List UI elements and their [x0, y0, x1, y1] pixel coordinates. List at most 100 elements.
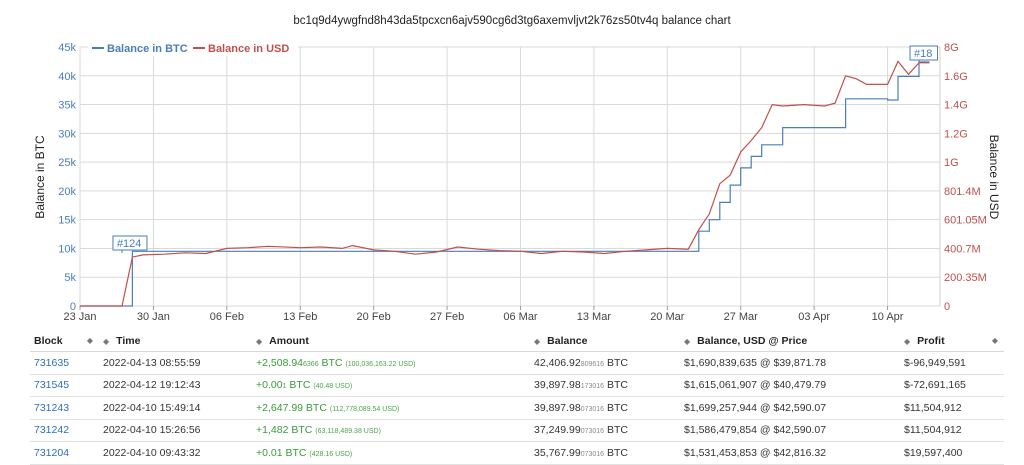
time-cell: 2022-04-12 19:12:43: [99, 374, 252, 397]
time-cell: 2022-04-10 15:26:56: [99, 419, 252, 442]
table-row[interactable]: 731242 2022-04-10 15:26:56 +1,482 BTC (63,…: [30, 419, 1004, 442]
balance-unit: BTC: [604, 401, 628, 414]
profit-cell: $19,597,400: [900, 441, 1004, 465]
table-row[interactable]: 731545 2022-04-12 19:12:43 +0.001 BTC (40.…: [30, 374, 1004, 397]
legend-entry[interactable]: Balance in BTC: [107, 43, 188, 55]
y-right-tick-label: 801.4M: [944, 186, 981, 198]
amount-unit: BTC: [303, 401, 327, 414]
balance-cell: 39,897.98073016 BTC: [530, 396, 680, 420]
y-left-tick-label: 25k: [58, 157, 76, 169]
balance-value: 39,897.98: [534, 379, 581, 392]
balance-usd-cell: $1,699,257,944 @ $42,590.07: [680, 396, 900, 420]
amount-value: +1,482: [256, 424, 289, 437]
y-axis-left-label: Balance in BTC: [33, 135, 47, 219]
annotation-box: [909, 45, 939, 61]
amount-usd: (112,778,089.54 USD): [329, 405, 400, 413]
x-tick-label: 20 Mar: [650, 311, 685, 323]
table-row[interactable]: 731243 2022-04-10 15:49:14 +2,647.99 BTC (…: [30, 396, 1004, 420]
block-link-cell: 731242: [30, 419, 99, 442]
amount-small-digits: 6366: [303, 360, 319, 368]
col-amount[interactable]: ◆ Amount: [252, 331, 530, 352]
sort-icon[interactable]: ◆: [256, 337, 263, 346]
amount-unit: BTC: [288, 424, 313, 437]
annotation-flag[interactable]: #18: [909, 45, 939, 62]
y-right-tick-label: 8G: [944, 42, 959, 54]
y-right-tick-label: 1G: [944, 157, 959, 169]
sort-icon[interactable]: ◆: [86, 336, 93, 345]
amount-value: +0.01: [256, 446, 283, 459]
table-row[interactable]: 731204 2022-04-10 09:43:32 +0.01 BTC (428.…: [30, 441, 1004, 465]
balance-unit: BTC: [604, 424, 628, 437]
balance-usd-cell: $1,531,453,853 @ $42,816.32: [680, 441, 900, 465]
plot-area: [79, 46, 941, 307]
x-tick-label: 06 Mar: [503, 311, 538, 323]
amount-value: +0.00: [256, 379, 283, 392]
y-left-tick-label: 35k: [58, 100, 76, 112]
col-profit[interactable]: ◆ Profit ◆: [900, 331, 1004, 352]
y-right-tick-label: 1.4G: [944, 100, 968, 112]
balance-unit: BTC: [604, 356, 628, 369]
amount-cell: +0.01 BTC (428.16 USD): [252, 441, 530, 465]
amount-cell: +2,508.946366 BTC (100,036,163.22 USD): [252, 351, 530, 375]
y-left-tick-label: 20k: [58, 186, 76, 198]
sort-icon[interactable]: ◆: [904, 337, 911, 346]
balance-value: 42,406.92: [534, 356, 581, 369]
x-tick-label: 13 Mar: [577, 311, 612, 323]
balance-value: 39,897.98: [534, 401, 581, 414]
col-block[interactable]: Block ◆: [30, 331, 99, 352]
y-right-tick-label: 1.6G: [944, 71, 968, 83]
x-tick-label: 23 Jan: [63, 311, 96, 323]
col-time[interactable]: ◆ Time: [99, 331, 252, 352]
balance-cell: 35,767.99073016 BTC: [530, 441, 680, 465]
sort-icon[interactable]: ◆: [684, 337, 691, 346]
legend-entry[interactable]: Balance in USD: [208, 43, 289, 55]
series-line-usd[interactable]: [80, 60, 930, 307]
x-tick-label: 27 Mar: [724, 311, 759, 323]
amount-cell: +2,647.99 BTC (112,778,089.54 USD): [252, 396, 530, 420]
block-link[interactable]: 731242: [34, 424, 70, 437]
block-link[interactable]: 731635: [34, 356, 70, 369]
x-tick-label: 03 Apr: [798, 311, 830, 323]
y-axis-left-ticks: 0 5k 10k 15k 20k 25k 30k 35k 40k 45k: [58, 42, 76, 313]
block-link[interactable]: 731243: [34, 401, 70, 414]
amount-usd: (40.48 USD): [313, 383, 353, 391]
series-line-btc[interactable]: [80, 61, 930, 307]
amount-usd: (100,036,163.22 USD): [345, 360, 416, 368]
balance-usd-cell: $1,690,839,635 @ $39,871.78: [680, 351, 900, 375]
profit-cell: $-72,691,165: [900, 374, 1004, 397]
sort-icon[interactable]: ◆: [103, 337, 110, 346]
balance-small-digits: 173016: [580, 383, 605, 391]
y-left-tick-label: 5k: [64, 272, 76, 284]
chart-legend: Balance in BTC Balance in USD: [88, 40, 298, 56]
amount-cell: +1,482 BTC (63,118,489.38 USD): [252, 419, 530, 442]
x-tick-label: 20 Feb: [357, 311, 391, 323]
sort-icon[interactable]: ◆: [991, 336, 998, 345]
balance-value: 35,767.99: [534, 446, 581, 459]
table-row[interactable]: 731635 2022-04-13 08:55:59 +2,508.946366 B…: [30, 351, 1004, 375]
y-right-tick-label: 1.2G: [944, 128, 968, 140]
balance-unit: BTC: [604, 446, 628, 459]
amount-usd: (63,118,489.38 USD): [315, 428, 381, 436]
balance-usd-cell: $1,615,061,907 @ $40,479.79: [680, 374, 900, 397]
y-left-tick-label: 45k: [58, 42, 76, 54]
y-right-tick-label: 601.05M: [944, 215, 987, 227]
amount-cell: +0.001 BTC (40.48 USD): [252, 374, 530, 397]
balance-small-digits: 809616: [580, 360, 605, 368]
y-left-tick-label: 10k: [58, 243, 76, 255]
profit-cell: $-96,949,591: [900, 351, 1004, 375]
balance-cell: 42,406.92809616 BTC: [530, 351, 680, 375]
block-link[interactable]: 731545: [34, 379, 70, 392]
y-right-tick-label: 200.35M: [944, 272, 987, 284]
sort-icon[interactable]: ◆: [534, 337, 541, 346]
balance-cell: 39,897.98173016 BTC: [530, 374, 680, 397]
balance-unit: BTC: [604, 379, 628, 392]
annotation-flag[interactable]: #124: [112, 235, 148, 253]
col-balance-usd[interactable]: ◆ Balance, USD @ Price: [680, 331, 900, 352]
balance-chart: 23 Jan 30 Jan 06 Feb 13 Feb 20 Feb 27 Feb 06 M…: [33, 40, 1001, 323]
x-tick-label: 30 Jan: [137, 311, 170, 323]
amount-value: +2,647.99: [256, 401, 304, 414]
balance-usd-cell: $1,586,479,854 @ $42,590.07: [680, 419, 900, 442]
col-balance[interactable]: ◆ Balance: [530, 331, 680, 352]
block-link[interactable]: 731204: [34, 446, 70, 459]
amount-unit: BTC: [282, 446, 307, 459]
